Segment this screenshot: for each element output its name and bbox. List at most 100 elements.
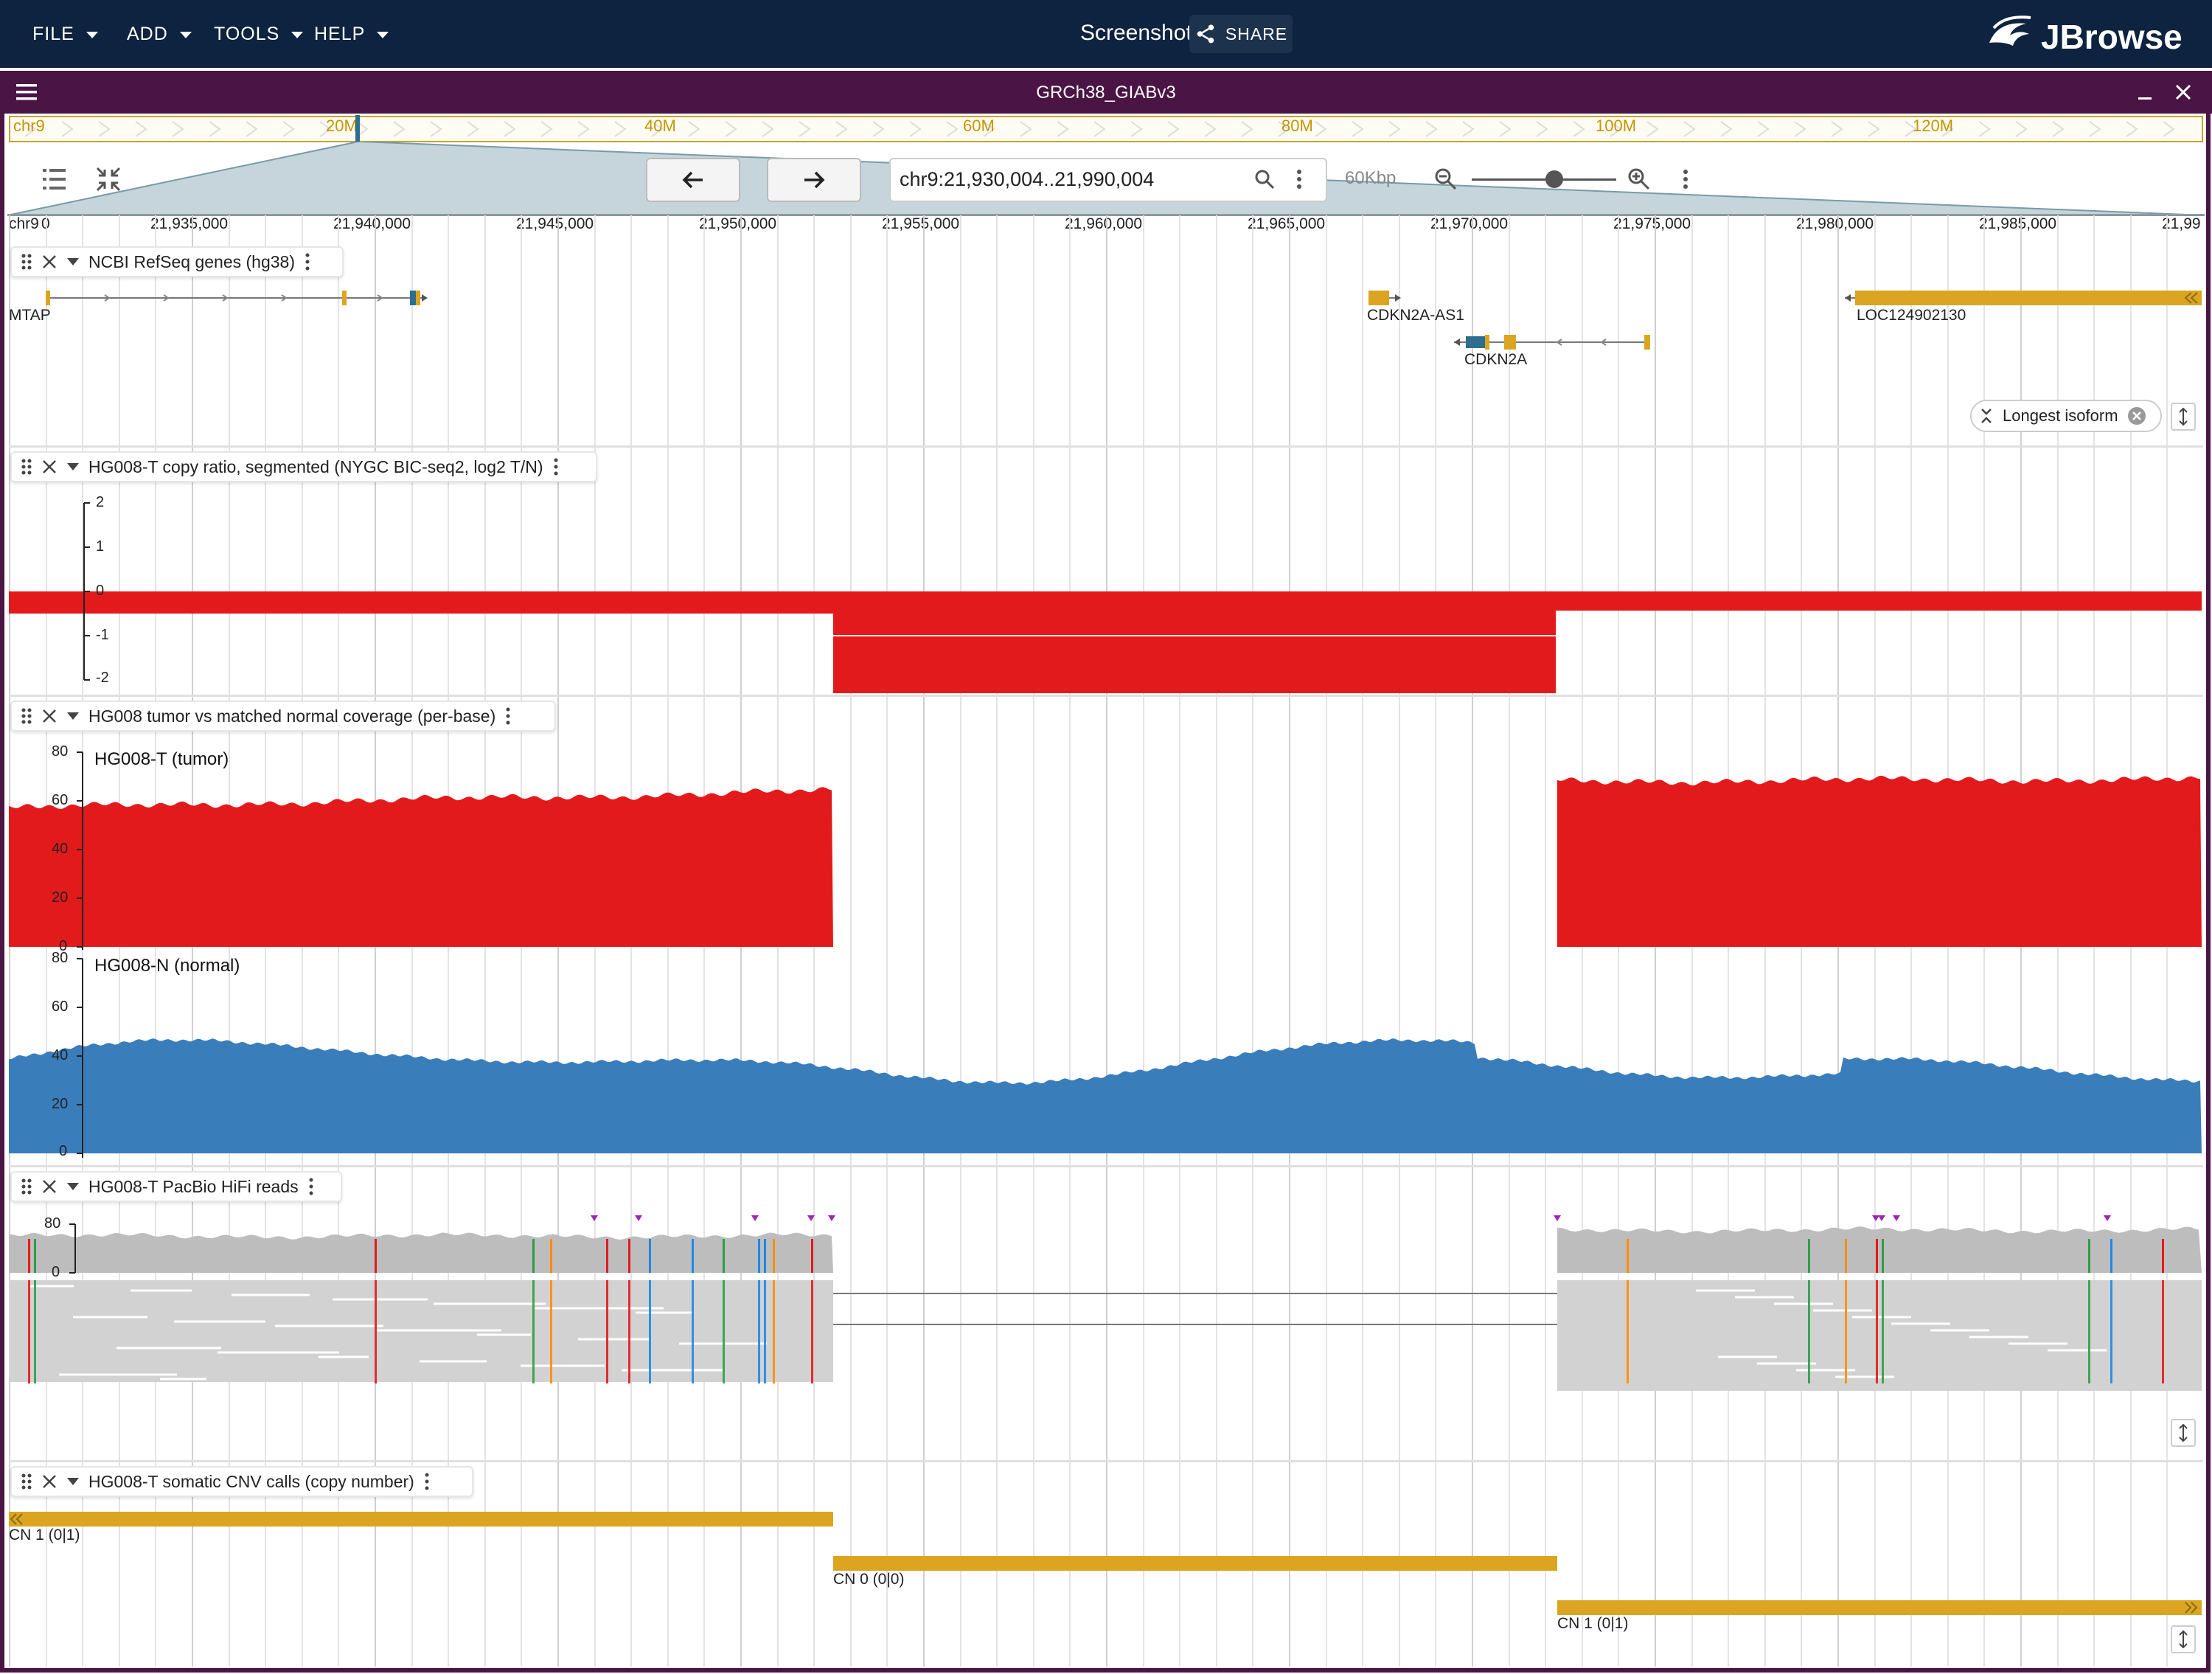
track-separator[interactable] — [9, 695, 2203, 697]
y-tick: 0 — [59, 1143, 68, 1159]
track-header-genes[interactable]: NCBI RefSeq genes (hg38) — [10, 246, 344, 277]
zoom-slider[interactable] — [1472, 178, 1616, 181]
menu-tools[interactable]: TOOLS — [214, 22, 304, 46]
jbrowse-bird-icon — [1989, 15, 2031, 46]
gridline — [1142, 215, 1144, 1667]
track-separator[interactable] — [9, 1165, 2203, 1167]
ruler-tick: 21,975,000 — [1613, 215, 1691, 232]
close-track-icon[interactable] — [41, 708, 58, 724]
drag-handle-icon[interactable] — [21, 1177, 32, 1196]
gene-label: CDKN2A-AS1 — [1367, 307, 1464, 324]
track-menu-icon[interactable] — [504, 706, 512, 726]
cnv-label: CN 1 (0|1) — [9, 1527, 80, 1543]
zoom-in-icon[interactable] — [1627, 167, 1652, 195]
gene-features — [46, 291, 2202, 350]
gene-cdkn2a[interactable] — [1454, 335, 1650, 350]
chevron-down-icon[interactable] — [66, 712, 80, 720]
track-menu-icon[interactable] — [423, 1472, 431, 1491]
gene-loc124902130[interactable] — [1845, 291, 2202, 305]
zoom-slider-thumb[interactable] — [1545, 170, 1563, 188]
pan-right-button[interactable] — [767, 158, 861, 202]
gene-mtap[interactable] — [46, 291, 428, 305]
ruler-chrom-label: chr9 — [9, 215, 39, 232]
track-menu-icon[interactable] — [304, 252, 311, 271]
track-header-coverage[interactable]: HG008 tumor vs matched normal coverage (… — [10, 701, 556, 732]
zoom-out-icon[interactable] — [1433, 167, 1458, 195]
chevron-down-icon[interactable] — [66, 257, 80, 266]
chevron-down-icon[interactable] — [66, 1182, 80, 1191]
gridline — [1179, 215, 1181, 1667]
minimize-icon[interactable] — [2135, 83, 2154, 105]
resize-height-icon[interactable] — [2171, 403, 2196, 431]
gridline — [959, 215, 961, 1667]
location-menu-icon[interactable] — [1293, 168, 1305, 194]
gridline — [1545, 215, 1547, 1667]
gene-label: CDKN2A — [1464, 351, 1528, 368]
track-separator[interactable] — [9, 445, 2203, 448]
close-track-icon[interactable] — [41, 459, 58, 475]
pan-left-button[interactable] — [646, 158, 740, 202]
y-tick: 2 — [96, 494, 105, 510]
track-title: HG008-T copy ratio, segmented (NYGC BIC-… — [88, 456, 543, 476]
y-tick: 40 — [52, 841, 69, 857]
caret-down-icon — [86, 32, 98, 38]
share-icon — [1197, 24, 1214, 44]
session-name[interactable]: Screenshot — [1080, 21, 1192, 45]
resize-height-icon[interactable] — [2171, 1419, 2196, 1447]
share-button[interactable]: SHARE — [1189, 15, 1293, 53]
menu-tools-label: TOOLS — [214, 23, 280, 44]
drag-handle-icon[interactable] — [21, 706, 32, 726]
cnv-call-2[interactable] — [833, 1556, 1557, 1571]
cnv-call-1[interactable] — [9, 1512, 833, 1527]
gridline — [1289, 215, 1290, 1667]
drag-handle-icon[interactable] — [21, 1472, 32, 1491]
collapse-arrows-icon[interactable] — [94, 165, 122, 197]
chip-remove-icon[interactable] — [2127, 406, 2146, 426]
track-header-copy-ratio[interactable]: HG008-T copy ratio, segmented (NYGC BIC-… — [10, 451, 597, 482]
drag-handle-icon[interactable] — [21, 457, 32, 476]
gridline — [1398, 215, 1400, 1667]
track-title: HG008-T somatic CNV calls (copy number) — [88, 1471, 414, 1491]
overview-scalebar[interactable] — [9, 116, 2203, 142]
y-tick: 40 — [52, 1047, 69, 1063]
resize-height-icon[interactable] — [2171, 1625, 2196, 1653]
gene-cdkn2a-as1[interactable] — [1368, 291, 1401, 305]
view-options-icon[interactable] — [1680, 168, 1691, 194]
chevron-down-icon[interactable] — [66, 1477, 80, 1486]
drag-handle-icon[interactable] — [21, 252, 32, 271]
longest-isoform-chip[interactable]: Longest isoform — [1970, 400, 2162, 432]
menu-file[interactable]: FILE — [32, 22, 98, 46]
track-menu-icon[interactable] — [307, 1177, 315, 1196]
track-header-cnv[interactable]: HG008-T somatic CNV calls (copy number) — [10, 1466, 473, 1497]
close-view-icon[interactable] — [2174, 83, 2193, 105]
overview-tick: 120M — [1913, 117, 1954, 135]
gridline — [1032, 215, 1034, 1667]
menu-help[interactable]: HELP — [314, 22, 389, 46]
track-selector-icon[interactable] — [41, 167, 68, 195]
cnv-call-3[interactable] — [1557, 1600, 2202, 1615]
read-pileup-right[interactable] — [1557, 1280, 2202, 1391]
segment-bar — [1556, 591, 2202, 611]
close-track-icon[interactable] — [41, 254, 58, 270]
gridline — [923, 215, 925, 1667]
caret-down-icon — [179, 32, 192, 38]
chevron-down-icon[interactable] — [66, 462, 80, 471]
reads-pileup — [9, 1215, 2202, 1391]
ruler-tick: 21,955,000 — [882, 215, 960, 232]
cnv-calls — [9, 1512, 2202, 1615]
close-track-icon[interactable] — [41, 1178, 58, 1195]
search-icon[interactable] — [1253, 168, 1276, 194]
y-tick: 0 — [59, 938, 68, 954]
track-header-reads[interactable]: HG008-T PacBio HiFi reads — [10, 1171, 342, 1202]
view-menu-icon[interactable] — [16, 83, 38, 105]
menu-add[interactable]: ADD — [127, 22, 192, 46]
track-separator[interactable] — [9, 1460, 2203, 1462]
overview-tick: 100M — [1596, 117, 1637, 135]
close-track-icon[interactable] — [41, 1473, 58, 1490]
track-menu-icon[interactable] — [552, 457, 560, 476]
coverage-plot — [9, 751, 2202, 1158]
gridline — [1472, 215, 1473, 1667]
location-input[interactable] — [900, 168, 1224, 190]
ruler-tick: 21,950,000 — [699, 215, 777, 232]
view-header — [0, 71, 2212, 114]
